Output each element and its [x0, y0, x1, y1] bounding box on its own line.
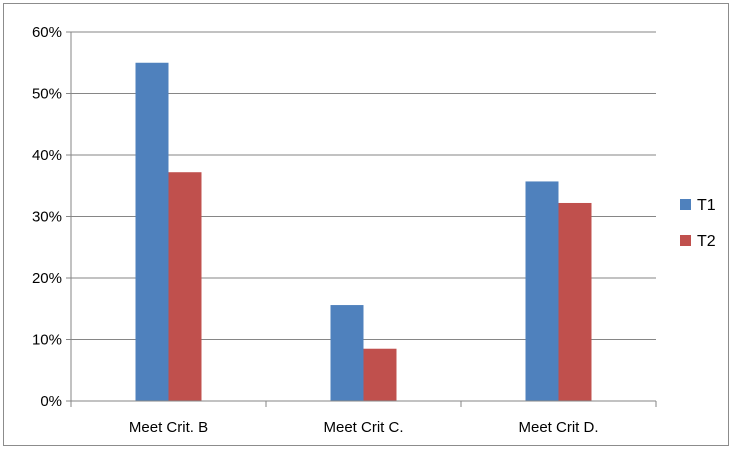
y-tick-label: 40%	[32, 147, 62, 164]
y-tick-label: 0%	[40, 393, 62, 410]
axes: 0% 10% 20% 30% 40% 50% 60% Meet Crit. B Meet Cri…	[32, 24, 657, 436]
y-tick-label: 20%	[32, 270, 62, 287]
chart-frame: 0% 10% 20% 30% 40% 50% 60% Meet Crit. B Meet Cri…	[3, 3, 729, 446]
legend-label-t1: T1	[697, 197, 716, 214]
legend-swatch-t2	[680, 235, 691, 246]
y-tick-label: 60%	[32, 24, 62, 41]
bar-t1	[135, 62, 169, 401]
bar-t2	[558, 202, 592, 401]
x-tick-label: Meet Crit D.	[518, 419, 598, 436]
legend: T1 T2	[680, 197, 716, 250]
x-tick-label: Meet Crit. B	[129, 419, 208, 436]
bar-t1	[330, 305, 364, 401]
legend-swatch-t1	[680, 199, 691, 210]
bar-t2	[168, 172, 202, 401]
x-tick-label: Meet Crit C.	[323, 419, 403, 436]
y-tick-label: 30%	[32, 209, 62, 226]
bar-chart: 0% 10% 20% 30% 40% 50% 60% Meet Crit. B Meet Cri…	[32, 24, 716, 436]
y-tick-label: 50%	[32, 86, 62, 103]
bars	[135, 62, 592, 401]
bar-t2	[363, 348, 397, 401]
legend-label-t2: T2	[697, 233, 716, 250]
y-tick-label: 10%	[32, 332, 62, 349]
bar-t1	[525, 181, 559, 401]
